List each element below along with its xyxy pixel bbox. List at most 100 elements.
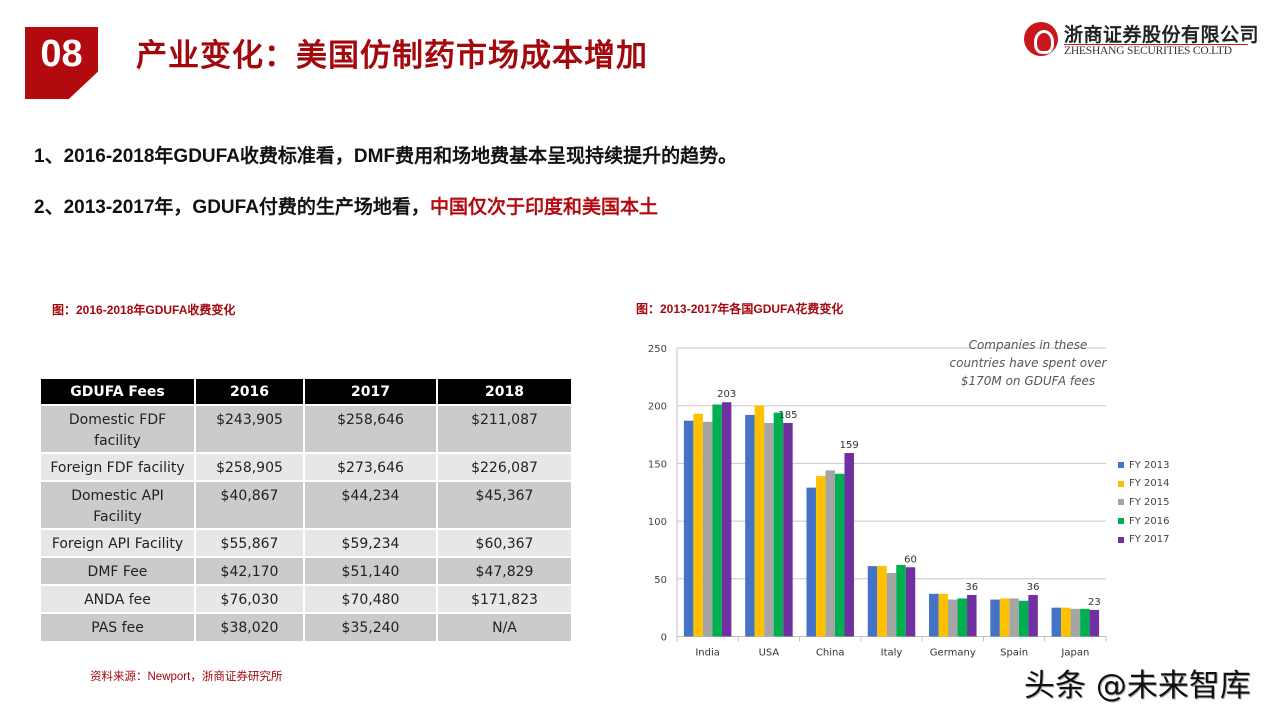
- table-row: ANDA fee $76,030 $70,480 $171,823: [41, 584, 571, 613]
- table-row: Foreign API Facility $55,867 $59,234 $60…: [41, 528, 571, 557]
- x-tick-label: China: [816, 648, 845, 659]
- bar: [815, 476, 826, 637]
- bar: [1028, 594, 1038, 637]
- bar: [877, 566, 887, 637]
- table-row: Domestic API Facility $40,867 $44,234 $4…: [41, 480, 571, 529]
- cell: $59,234: [304, 528, 438, 557]
- cell: $171,823: [437, 584, 571, 613]
- cell: $51,140: [304, 556, 438, 585]
- legend-item: FY 2014: [1118, 475, 1170, 494]
- bar: [938, 593, 949, 637]
- cell: $70,480: [304, 584, 438, 613]
- cell: $40,867: [195, 480, 305, 529]
- cell: $60,367: [437, 528, 571, 557]
- data-label: 60: [904, 554, 917, 565]
- legend-swatch-icon: [1118, 499, 1124, 506]
- legend-label: FY 2017: [1129, 534, 1170, 546]
- legend-item: FY 2017: [1118, 530, 1170, 549]
- x-tick-label: Germany: [930, 648, 976, 659]
- y-tick-label: 100: [648, 517, 667, 528]
- bar: [754, 405, 765, 637]
- row-label: DMF Fee: [41, 556, 196, 585]
- y-tick-label: 200: [648, 402, 667, 413]
- data-label: 36: [1027, 582, 1040, 593]
- x-tick-label: USA: [759, 648, 780, 659]
- legend-label: FY 2014: [1129, 478, 1170, 490]
- bar: [693, 413, 703, 637]
- bar: [712, 404, 722, 637]
- x-tick-label: India: [695, 648, 720, 659]
- bar: [745, 414, 755, 637]
- bar: [825, 470, 835, 637]
- gdufa-spend-bar-chart: 0 50 100 150 200 250 203 India 185 USA 159 China 60 I…: [630, 330, 1190, 670]
- bar: [896, 564, 906, 637]
- bar: [844, 453, 854, 637]
- bar: [948, 599, 958, 637]
- bar: [683, 420, 694, 637]
- bar: [773, 412, 784, 637]
- company-logo: 浙商证券股份有限公司 ZHESHANG SECURITIES CO.LTD: [1022, 20, 1259, 60]
- row-label: Domestic FDF facility: [41, 404, 196, 453]
- cell: $44,234: [304, 480, 438, 529]
- data-label: 185: [778, 410, 797, 421]
- y-tick-label: 0: [661, 633, 667, 644]
- bar: [721, 402, 732, 637]
- legend-swatch-icon: [1118, 536, 1124, 543]
- legend-item: FY 2015: [1118, 493, 1170, 512]
- cell: $273,646: [304, 452, 438, 481]
- bar: [957, 598, 968, 637]
- column-header: 2016: [195, 379, 305, 405]
- logo-english-name: ZHESHANG SECURITIES CO.LTD: [1064, 45, 1232, 57]
- column-header: 2018: [437, 379, 571, 405]
- data-label: 203: [717, 389, 736, 400]
- column-header: GDUFA Fees: [41, 379, 196, 405]
- bar: [967, 594, 977, 637]
- bar: [990, 599, 1000, 637]
- bar: [764, 423, 774, 637]
- bar: [1080, 608, 1090, 637]
- section-number-badge: 08: [25, 27, 98, 99]
- bar: [806, 487, 816, 637]
- legend-label: FY 2016: [1129, 515, 1170, 527]
- bar: [783, 423, 793, 637]
- bar: [834, 473, 845, 637]
- table-row: Domestic FDF facility $243,905 $258,646 …: [41, 404, 571, 453]
- cell: $38,020: [195, 612, 305, 641]
- bar: [1051, 607, 1062, 637]
- bar: [905, 567, 916, 637]
- bar: [999, 598, 1010, 637]
- bar: [1009, 598, 1019, 637]
- legend-item: FY 2016: [1118, 512, 1170, 531]
- point-1: 1、2016-2018年GDUFA收费标准看，DMF费用和场地费基本呈现持续提升…: [34, 141, 737, 168]
- cell: $55,867: [195, 528, 305, 557]
- row-label: PAS fee: [41, 612, 196, 641]
- column-header: 2017: [304, 379, 438, 405]
- logo-chinese-name: 浙商证券股份有限公司: [1064, 25, 1260, 46]
- legend-item: FY 2013: [1118, 456, 1170, 475]
- bar: [1061, 607, 1071, 637]
- y-tick-label: 50: [654, 575, 667, 586]
- legend-swatch-icon: [1118, 518, 1124, 525]
- x-tick-label: Spain: [1000, 648, 1028, 659]
- watermark: 头条 @未来智库: [1024, 668, 1251, 704]
- point-1-text: 1、2016-2018年GDUFA收费标准看，DMF费用和场地费基本呈现持续提升…: [34, 146, 738, 167]
- row-label: Foreign FDF facility: [41, 452, 196, 481]
- logo-divider: [1064, 44, 1248, 45]
- bar: [1070, 608, 1081, 637]
- legend-label: FY 2013: [1129, 459, 1170, 471]
- page-title: 产业变化：美国仿制药市场成本增加: [136, 38, 648, 73]
- cell: $47,829: [437, 556, 571, 585]
- section-number: 08: [40, 33, 83, 75]
- bar: [886, 573, 897, 637]
- cell: $243,905: [195, 404, 305, 453]
- row-label: ANDA fee: [41, 584, 196, 613]
- bar: [1018, 600, 1029, 637]
- chart-legend: FY 2013 FY 2014 FY 2015 FY 2016 FY 2017: [1118, 456, 1170, 549]
- data-label: 36: [965, 582, 978, 593]
- cell: N/A: [437, 612, 571, 641]
- source-note: 资料来源：Newport，浙商证券研究所: [90, 668, 282, 684]
- gdufa-fees-table: GDUFA Fees 2016 2017 2018 Domestic FDF f…: [41, 379, 571, 641]
- source-name: Newport: [147, 671, 191, 683]
- cell: $211,087: [437, 404, 571, 453]
- data-label: 23: [1088, 597, 1101, 608]
